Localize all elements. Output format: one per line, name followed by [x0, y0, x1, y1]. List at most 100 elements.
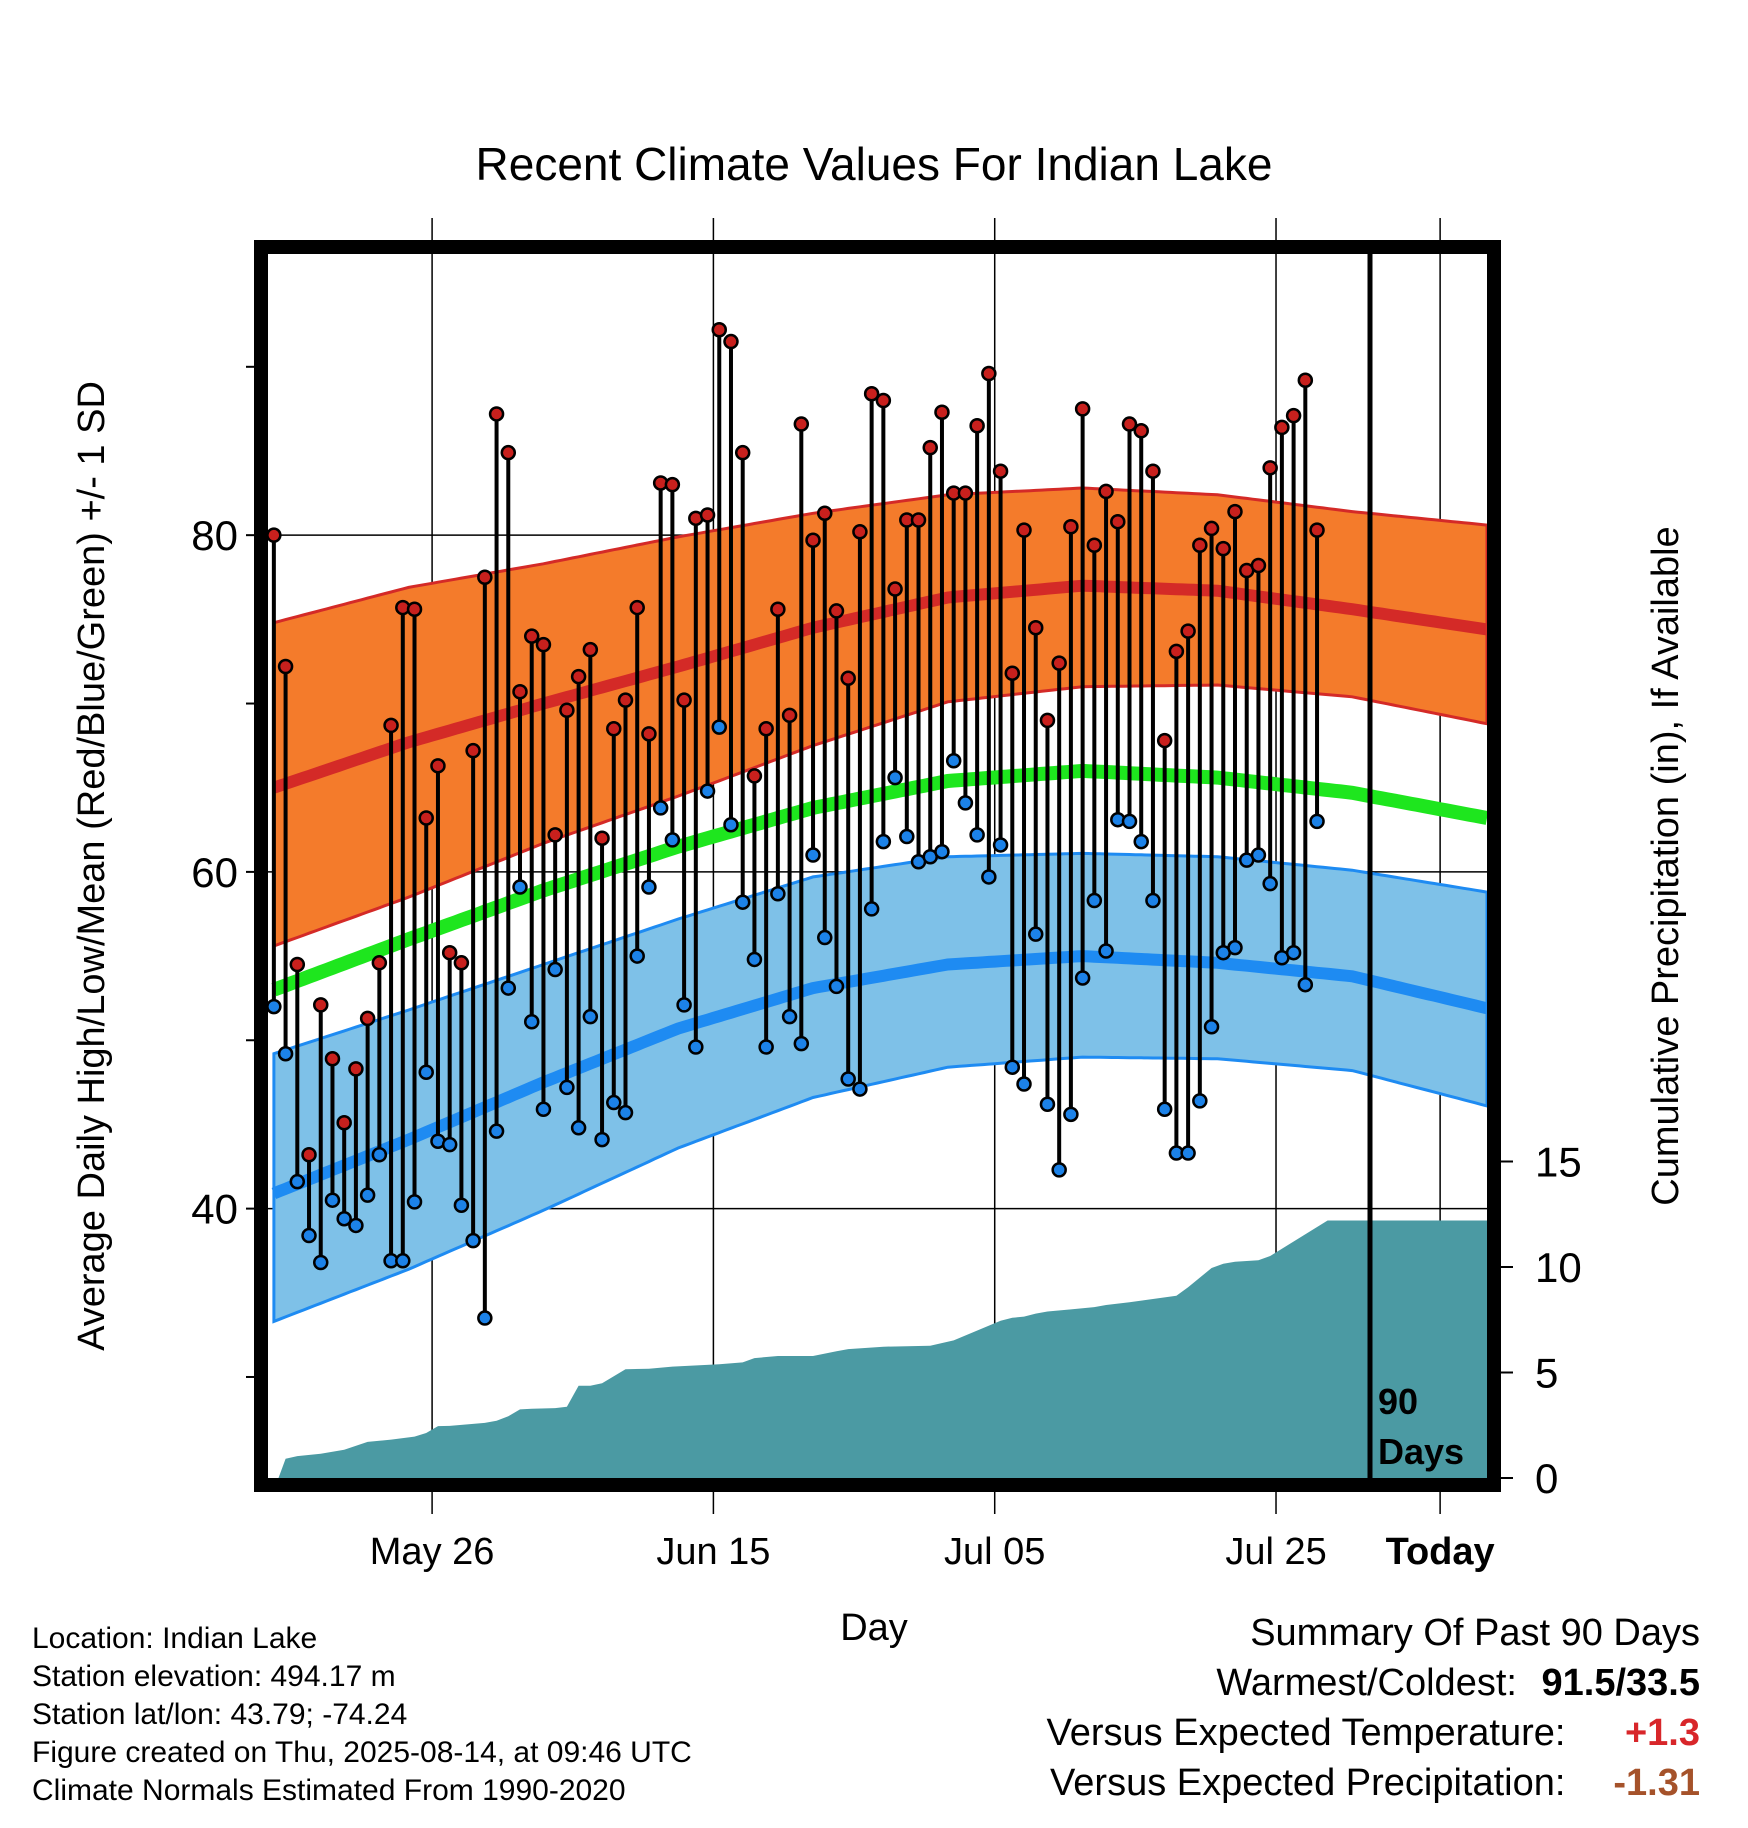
daily-high-point [1086, 537, 1103, 554]
daily-low-point [699, 783, 716, 799]
daily-high-point [336, 1115, 352, 1131]
daily-high-point [383, 717, 399, 734]
daily-low-point [371, 1146, 388, 1163]
daily-high-point [1180, 623, 1196, 639]
temp-anomaly-label: Versus Expected Temperature: [1046, 1712, 1566, 1754]
daily-high-point [465, 742, 481, 759]
daily-low-point [617, 1104, 634, 1121]
daily-high-point [746, 768, 763, 784]
daily-low-point [359, 1187, 376, 1203]
daily-high-point [1285, 407, 1302, 424]
daily-high-point [266, 527, 282, 543]
daily-high-point [1133, 423, 1149, 439]
precip-anomaly-label: Versus Expected Precipitation: [1050, 1762, 1566, 1804]
daily-high-point [477, 569, 493, 586]
daily-low-point [1016, 1076, 1032, 1092]
daily-high-point [606, 721, 622, 737]
daily-high-point [805, 532, 821, 548]
daily-low-point [1098, 943, 1114, 959]
daily-low-point [477, 1310, 493, 1326]
daily-high-point [1274, 419, 1290, 436]
daily-high-point [910, 512, 927, 528]
daily-low-point [1121, 813, 1138, 830]
daily-low-point [1074, 970, 1091, 986]
daily-low-point [289, 1173, 306, 1190]
x-tick-label: May 26 [370, 1531, 495, 1573]
daily-high-point [1074, 401, 1091, 417]
daily-high-point [1192, 537, 1208, 554]
daily-low-point [488, 1123, 505, 1139]
daily-high-point [312, 997, 329, 1013]
daily-high-point [453, 955, 470, 971]
daily-high-point [770, 601, 786, 617]
x-tick-label: Jul 25 [1225, 1531, 1326, 1573]
chart-title: Recent Climate Values For Indian Lake [476, 138, 1273, 190]
daily-low-point [758, 1039, 774, 1055]
daily-low-point [1250, 847, 1267, 863]
daily-low-point [465, 1232, 481, 1249]
daily-high-point [277, 658, 294, 675]
daily-low-point [441, 1136, 458, 1153]
daily-high-point [1250, 557, 1267, 574]
daily-low-point [1027, 926, 1044, 942]
summary-temp: Versus Expected Temperature: +1.3 [1047, 1708, 1700, 1758]
daily-low-point [1180, 1145, 1196, 1161]
x-tick-label: Jun 15 [656, 1531, 770, 1573]
daily-low-point [406, 1194, 423, 1210]
summary-warm-cold: Warmest/Coldest: 91.5/33.5 [1047, 1658, 1700, 1708]
axes: 40 60 80 0 5 10 15 May 26 Jun 15 Jul 05 Jul 25 Toda… [191, 365, 1582, 1573]
daily-low-point [652, 800, 669, 816]
station-info: Location: Indian Lake Station elevation:… [32, 1620, 692, 1810]
daily-low-point [453, 1197, 470, 1214]
daily-low-point [324, 1192, 341, 1208]
daily-high-point [723, 333, 739, 350]
daily-low-point [535, 1101, 552, 1118]
daily-high-point [641, 726, 657, 742]
y-left-tick-label: 40 [191, 1186, 238, 1233]
daily-low-point [266, 998, 282, 1015]
daily-high-point [535, 636, 552, 653]
daily-high-point [817, 505, 833, 522]
daily-high-point [359, 1010, 376, 1027]
daily-low-point [981, 869, 997, 885]
daily-low-point [840, 1071, 856, 1087]
daily-high-point [1156, 732, 1173, 749]
daily-low-point [277, 1045, 294, 1062]
daily-high-point [992, 463, 1009, 479]
daily-low-point [312, 1254, 329, 1271]
daily-high-point [301, 1146, 317, 1163]
warm-cold-value: 91.5/33.5 [1541, 1662, 1700, 1704]
daily-high-point [957, 485, 974, 501]
daily-low-point [723, 817, 739, 833]
daily-low-point [641, 879, 657, 895]
summary-panel: Summary Of Past 90 Days Warmest/Coldest:… [1047, 1608, 1700, 1808]
daily-high-point [758, 721, 774, 737]
precip-anomaly-value: -1.31 [1613, 1762, 1700, 1804]
cumulative-precip-area [273, 1220, 1487, 1478]
daily-high-point [617, 692, 634, 708]
daily-high-point [828, 603, 845, 619]
daily-low-point [899, 828, 915, 845]
daily-low-point [1192, 1093, 1208, 1109]
daily-high-point [922, 439, 938, 456]
daily-high-point [559, 702, 575, 719]
precipitation-area [273, 1220, 1487, 1478]
daily-low-point [805, 847, 821, 863]
daily-low-point [1051, 1162, 1067, 1178]
daily-high-point [852, 524, 868, 540]
daily-low-point [992, 837, 1009, 853]
daily-high-point [840, 670, 856, 687]
daily-high-point [781, 707, 798, 724]
daily-low-point [1227, 939, 1243, 956]
daily-low-point [969, 827, 985, 843]
daily-low-point [887, 769, 903, 786]
daily-low-point [1145, 892, 1161, 909]
daily-high-point [1168, 643, 1185, 660]
daily-low-point [875, 833, 892, 850]
daily-high-point [1297, 372, 1314, 389]
daily-high-point [430, 758, 446, 774]
daily-low-point [746, 951, 763, 968]
station-location: Location: Indian Lake [32, 1622, 318, 1655]
daily-high-point [981, 365, 997, 382]
days-marker-line1: 90 [1378, 1381, 1418, 1422]
